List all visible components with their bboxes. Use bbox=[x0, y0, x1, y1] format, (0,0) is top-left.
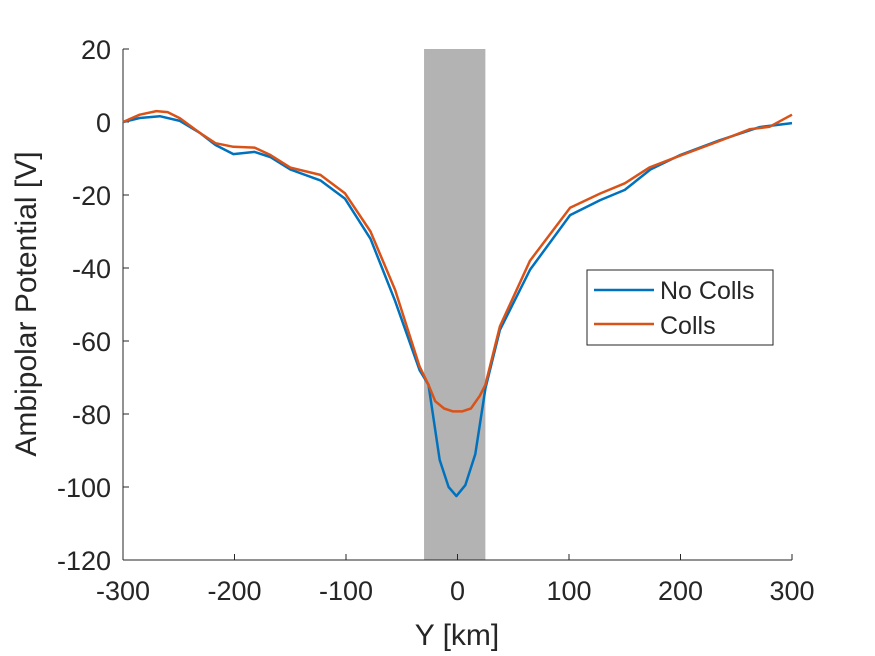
y-tick-label: -80 bbox=[72, 400, 111, 430]
legend-box bbox=[586, 269, 774, 346]
x-tick-label: 100 bbox=[546, 576, 591, 606]
series-line-colls bbox=[122, 109, 793, 413]
series-line-no-colls bbox=[122, 114, 793, 498]
y-tick-label: -20 bbox=[72, 181, 111, 211]
x-tick-label: 0 bbox=[450, 576, 465, 606]
x-tick-label: -100 bbox=[319, 576, 373, 606]
y-tick-label: -60 bbox=[72, 327, 111, 357]
y-tick-label: 0 bbox=[96, 108, 111, 138]
shaded-region bbox=[424, 49, 486, 560]
y-axis-label: Ambipolar Potential [V] bbox=[10, 151, 43, 456]
x-tick-label: -200 bbox=[207, 576, 261, 606]
x-tick-label: 300 bbox=[769, 576, 814, 606]
x-axis-label: Y [km] bbox=[415, 619, 499, 652]
y-tick-label: 20 bbox=[81, 35, 111, 65]
legend: No Colls Colls bbox=[586, 269, 774, 346]
x-tick-label: -300 bbox=[96, 576, 150, 606]
legend-label-no-colls: No Colls bbox=[660, 277, 754, 305]
y-tick-label: -120 bbox=[57, 546, 111, 576]
plot-area: -300 -200 -100 0 100 200 300-120-100-80-60-40-… bbox=[57, 35, 815, 606]
y-tick-label: -100 bbox=[57, 473, 111, 503]
y-tick-label: -40 bbox=[72, 254, 111, 284]
x-tick-label: 200 bbox=[658, 576, 703, 606]
legend-label-colls: Colls bbox=[660, 312, 716, 340]
